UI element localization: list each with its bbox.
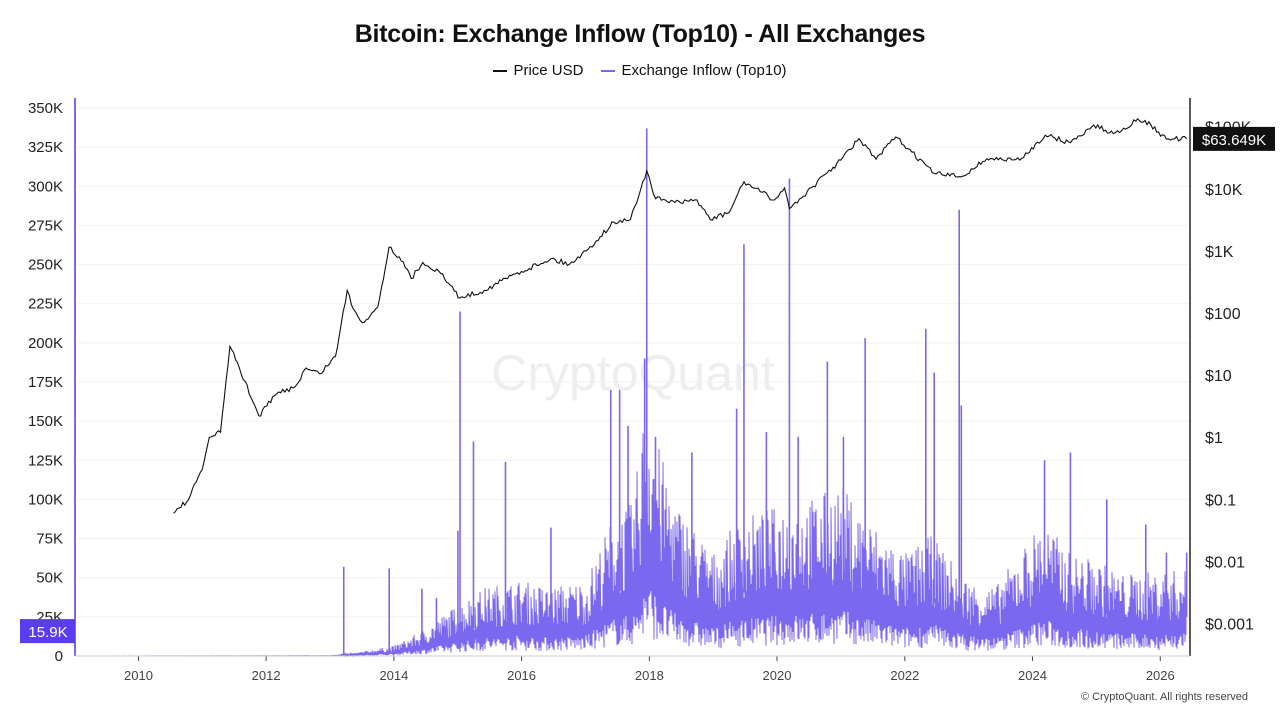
y-left-tick-label: 225K [28,296,63,313]
x-tick-label: 2022 [890,668,919,683]
legend-item-inflow[interactable]: Exchange Inflow (Top10) [601,62,787,79]
y-left-tick-label: 325K [28,139,63,156]
legend: Price USD Exchange Inflow (Top10) [0,62,1280,79]
price-value-badge [1193,126,1275,151]
value-labels: $63.649K 15.9K [20,126,1275,644]
y-left-tick-label: 150K [28,413,63,430]
legend-swatch-price [493,69,508,72]
x-tick-label: 2026 [1146,668,1175,683]
chart-title: Bitcoin: Exchange Inflow (Top10) - All E… [354,20,926,48]
y-left-tick-label: 75K [36,531,63,548]
y-left-tick-label: 200K [28,335,63,352]
x-tick-label: 2012 [252,668,281,683]
inflow-value-badge [20,619,75,644]
y-left-tick-label: 275K [28,217,63,234]
legend-item-price[interactable]: Price USD [493,62,583,79]
y-right-tick-label: $10K [1205,182,1243,199]
inflow-value-label: 15.9K [28,624,67,641]
axes: 025K50K75K100K125K150K175K200K225K250K27… [28,98,1254,683]
y-left-tick-label: 250K [28,257,63,274]
legend-swatch-inflow [601,69,616,72]
x-tick-label: 2024 [1018,668,1047,683]
y-right-tick-label: $0.1 [1205,492,1236,509]
inflow-line [75,433,1187,658]
y-left-tick-label: 100K [28,491,63,508]
legend-label-inflow: Exchange Inflow (Top10) [621,62,787,79]
x-tick-label: 2018 [635,668,664,683]
y-right-tick-label: $100 [1205,306,1241,323]
y-right-tick-label: $10 [1205,368,1232,385]
y-right-tick-label: $1 [1205,430,1223,447]
y-left-tick-label: 0 [55,648,63,665]
x-tick-label: 2010 [124,668,153,683]
inflow-series[interactable] [75,128,1188,658]
y-right-tick-label: $0.001 [1205,617,1254,634]
y-left-tick-label: 125K [28,452,63,469]
y-right-tick-label: $1K [1205,244,1234,261]
price-line [173,117,1188,514]
grid [75,107,1190,657]
legend-label-price: Price USD [513,62,584,79]
y-left-tick-label: 300K [28,178,63,195]
y-left-tick-label: 175K [28,374,63,391]
y-left-tick-label: 350K [28,100,63,117]
x-tick-label: 2016 [507,668,536,683]
price-series[interactable] [173,117,1188,514]
y-right-tick-label: $0.01 [1205,554,1245,571]
y-left-tick-label: 50K [36,570,63,587]
x-tick-label: 2014 [379,668,408,683]
copyright: © CryptoQuant. All rights reserved [1080,691,1248,703]
x-tick-label: 2020 [763,668,792,683]
price-value-label: $63.649K [1202,132,1266,149]
watermark: CryptoQuant [491,345,775,401]
